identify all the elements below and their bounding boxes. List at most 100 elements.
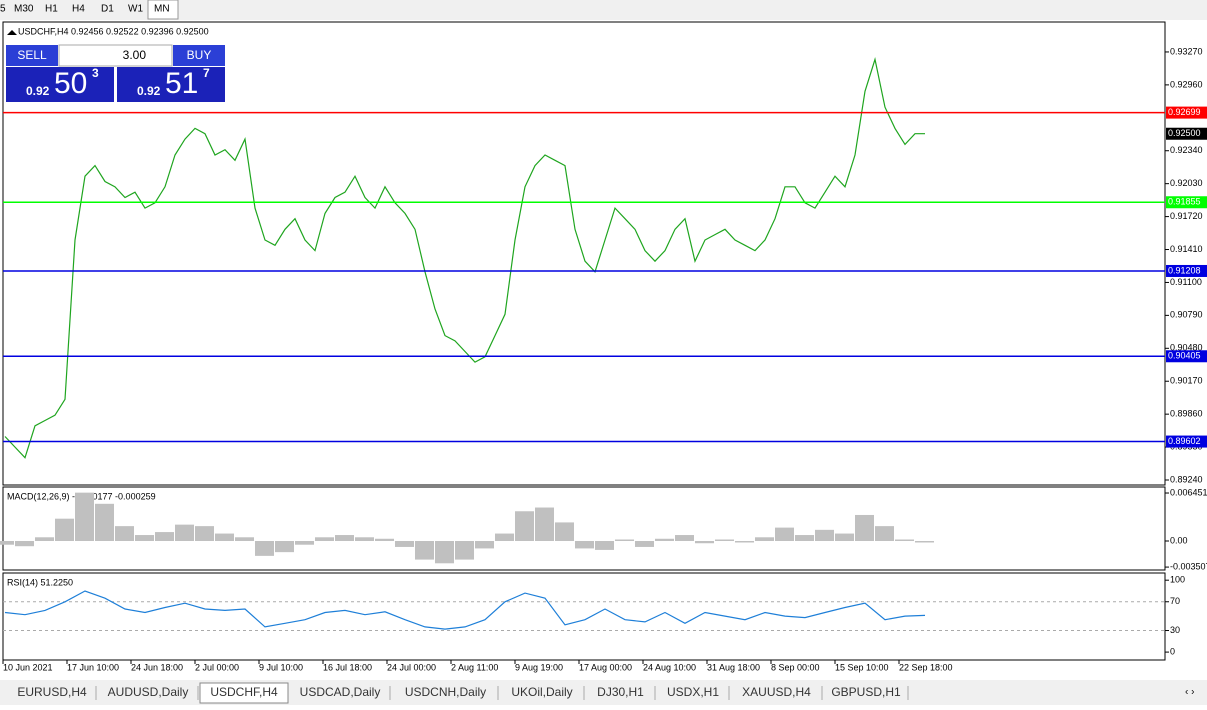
y-tick-label: 0.91410 — [1170, 244, 1203, 254]
timeframe-button[interactable]: MN — [154, 4, 170, 15]
level-label: 0.90405 — [1168, 351, 1201, 361]
price-box[interactable] — [6, 67, 114, 102]
price-box[interactable] — [117, 67, 225, 102]
panel-title: USDCHF,H4 0.92456 0.92522 0.92396 0.9250… — [18, 26, 209, 36]
x-tick-label: 10 Jun 2021 — [3, 662, 53, 672]
timeframe-button[interactable]: D1 — [101, 4, 114, 15]
histogram-bar — [355, 537, 374, 541]
histogram-bar — [615, 539, 634, 541]
lots-value[interactable]: 3.00 — [123, 48, 147, 62]
tab-active[interactable] — [199, 682, 289, 704]
histogram-bar — [235, 537, 254, 541]
histogram-bar — [515, 511, 534, 541]
level-label: 0.91208 — [1168, 265, 1201, 275]
histogram-bar — [15, 540, 34, 547]
histogram-bar — [135, 535, 154, 541]
tab-label[interactable]: USDCAD,Daily — [300, 685, 381, 699]
tab-label[interactable]: GBPUSD,H1 — [831, 685, 901, 699]
level-tag — [1166, 196, 1207, 209]
histogram-bar — [855, 514, 874, 541]
timeframe-button[interactable]: W1 — [128, 4, 143, 15]
tab-label[interactable]: USDCHF,H4 — [210, 685, 278, 699]
x-tick-label: 31 Aug 18:00 — [707, 662, 760, 672]
timeframe-button[interactable]: M30 — [14, 4, 34, 15]
price-line — [4, 590, 926, 630]
histogram-bar — [375, 538, 394, 541]
tab-label[interactable]: DJ30,H1 — [597, 685, 644, 699]
price-prefix: 0.92 — [137, 84, 161, 98]
y-tick-label: 0.92340 — [1170, 145, 1203, 155]
histogram-bar — [435, 540, 454, 564]
tab-label[interactable]: UKOil,Daily — [511, 685, 572, 699]
histogram-bar — [535, 507, 554, 541]
histogram-bar — [655, 538, 674, 541]
y-tick-label: 0.91100 — [1170, 277, 1202, 287]
tab-label[interactable]: EURUSD,H4 — [17, 685, 87, 699]
histogram-bar — [455, 540, 474, 560]
tab[interactable] — [98, 683, 198, 703]
tab[interactable] — [657, 683, 729, 703]
price-line — [4, 57, 925, 459]
y-tick-label: 70 — [1170, 596, 1180, 606]
histogram-bar — [215, 533, 234, 541]
y-tick-label: 0.89860 — [1170, 409, 1203, 419]
histogram-bar — [715, 539, 734, 541]
tab[interactable] — [824, 683, 908, 703]
x-tick-label: 24 Jun 18:00 — [131, 662, 183, 672]
sell-button[interactable] — [6, 45, 58, 66]
histogram-bar — [595, 540, 614, 550]
x-tick-label: 24 Jul 00:00 — [387, 662, 436, 672]
y-tick-label: 0.93270 — [1170, 46, 1203, 56]
level-tag — [1166, 350, 1207, 363]
x-tick-label: 2 Aug 11:00 — [451, 662, 498, 672]
buy-label[interactable]: BUY — [187, 48, 212, 62]
sell-label[interactable]: SELL — [17, 48, 47, 62]
y-tick-label: 30 — [1170, 625, 1180, 635]
price-small: 3 — [92, 66, 99, 80]
x-tick-label: 22 Sep 18:00 — [899, 662, 953, 672]
histogram-bar — [795, 535, 814, 541]
tab-label[interactable]: XAUUSD,H4 — [742, 685, 811, 699]
histogram-bar — [335, 535, 354, 541]
histogram-bar — [55, 518, 74, 541]
tab[interactable] — [586, 683, 655, 703]
title-arrow — [7, 30, 17, 35]
x-tick-label: 9 Jul 10:00 — [259, 662, 303, 672]
histogram-bar — [495, 533, 514, 541]
tab[interactable] — [290, 683, 390, 703]
histogram-bar — [415, 540, 434, 560]
histogram-bar — [35, 537, 54, 541]
tab[interactable] — [731, 683, 822, 703]
level-label: 0.91855 — [1168, 197, 1201, 207]
histogram-bar — [315, 537, 334, 541]
timeframe-button[interactable]: 5 — [0, 4, 6, 15]
histogram-bar — [915, 540, 934, 543]
tab[interactable] — [393, 683, 498, 703]
histogram-bar — [575, 540, 594, 549]
histogram-bar — [755, 537, 774, 541]
lots-field[interactable] — [58, 44, 173, 67]
level-tag — [1166, 106, 1207, 119]
tab[interactable] — [500, 683, 584, 703]
tab[interactable] — [8, 683, 96, 703]
timeframe-button[interactable]: H4 — [72, 4, 85, 15]
histogram-bar — [255, 540, 274, 556]
scroll-arrows[interactable]: ‹ › — [1185, 687, 1194, 698]
x-tick-label: 15 Sep 10:00 — [835, 662, 889, 672]
y-tick-label: 0.90790 — [1170, 310, 1203, 320]
x-tick-label: 9 Aug 19:00 — [515, 662, 563, 672]
current-price-tag — [1166, 127, 1207, 140]
price-prefix: 0.92 — [26, 84, 50, 98]
tab-label[interactable]: AUDUSD,Daily — [108, 685, 189, 699]
timeframe-active — [147, 0, 179, 20]
x-tick-label: 17 Jun 10:00 — [67, 662, 119, 672]
tab-label[interactable]: USDCNH,Daily — [405, 685, 486, 699]
tab-label[interactable]: USDX,H1 — [667, 685, 719, 699]
histogram-bar — [555, 522, 574, 541]
timeframe-button[interactable]: H1 — [45, 4, 58, 15]
histogram-bar — [735, 540, 754, 543]
x-tick-label: 2 Jul 00:00 — [195, 662, 239, 672]
buy-button[interactable] — [173, 45, 225, 66]
y-tick-label: 0.89240 — [1170, 474, 1203, 484]
y-tick-label: -0.003507 — [1170, 561, 1207, 571]
